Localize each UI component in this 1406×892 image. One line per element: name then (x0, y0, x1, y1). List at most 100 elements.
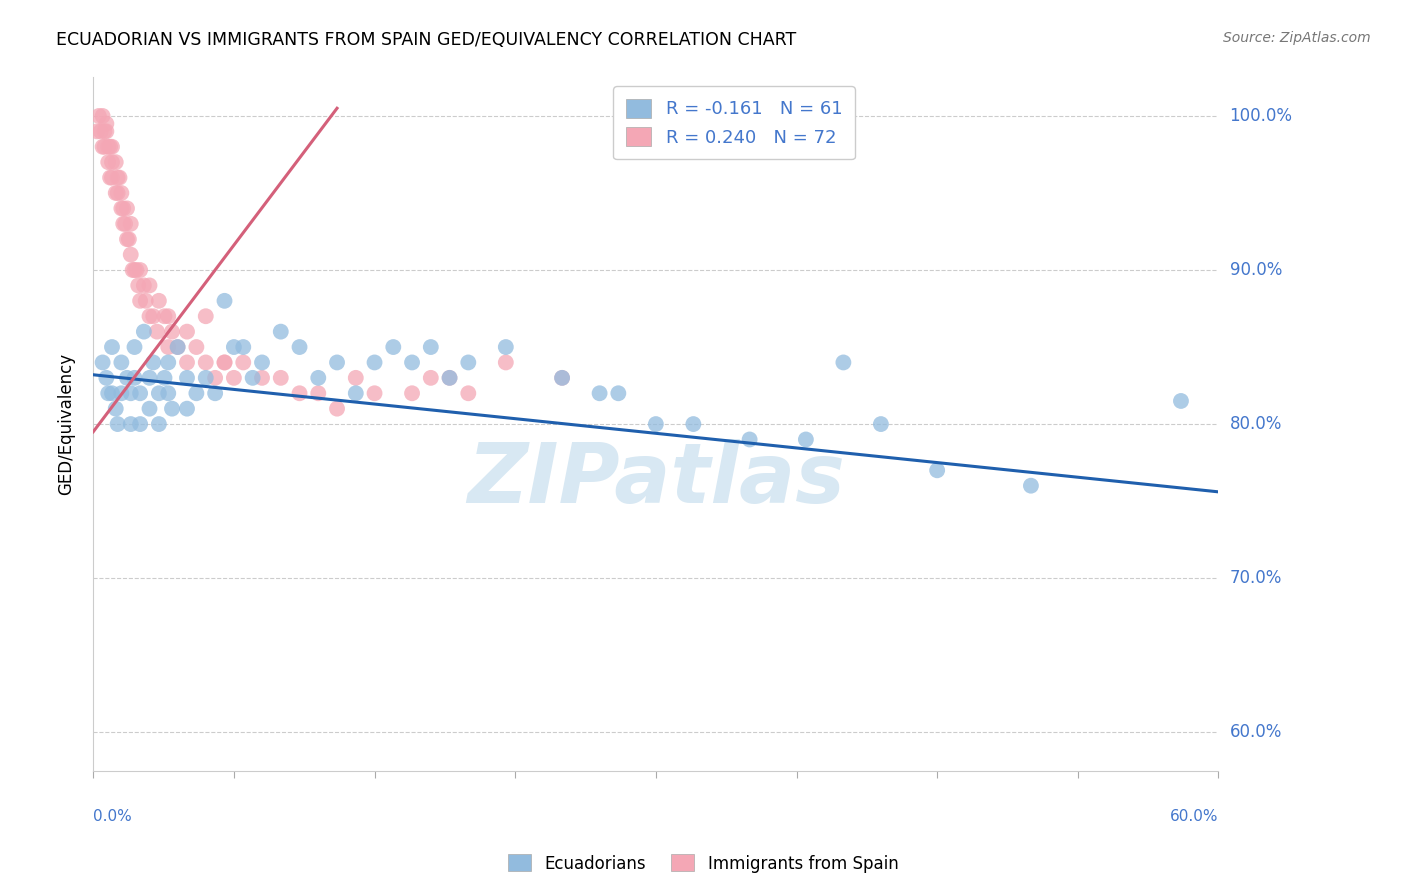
Point (644, 417, 666, 431)
Point (104, 186, 127, 200)
Point (204, 371, 226, 385)
Point (127, 278, 149, 293)
Point (250, 371, 273, 385)
Point (160, 325, 183, 339)
Point (344, 386, 367, 401)
Point (232, 340, 254, 354)
Point (91, 109, 114, 123)
Point (157, 340, 180, 354)
Point (401, 386, 423, 401)
Point (101, 170, 124, 185)
Point (121, 263, 143, 277)
Point (326, 355, 349, 369)
Point (120, 417, 142, 431)
Point (112, 202, 135, 216)
Point (194, 355, 217, 369)
Point (114, 217, 136, 231)
Point (101, 340, 124, 354)
Point (204, 386, 226, 401)
Point (214, 355, 236, 369)
Point (927, 463, 949, 477)
Point (129, 386, 152, 401)
Point (419, 340, 441, 354)
Y-axis label: GED/Equivalency: GED/Equivalency (58, 353, 75, 495)
Point (120, 247, 142, 261)
Point (97, 155, 120, 169)
Text: 70.0%: 70.0% (1230, 569, 1282, 587)
Point (132, 325, 155, 339)
Point (307, 386, 329, 401)
Point (419, 371, 441, 385)
Point (176, 371, 198, 385)
Legend: Ecuadorians, Immigrants from Spain: Ecuadorians, Immigrants from Spain (501, 847, 905, 880)
Point (104, 155, 127, 169)
Point (86, 124, 108, 138)
Text: 80.0%: 80.0% (1230, 415, 1282, 434)
Point (120, 386, 142, 401)
Point (125, 263, 148, 277)
Point (166, 340, 188, 354)
Point (176, 325, 198, 339)
Point (344, 371, 367, 385)
Point (232, 355, 254, 369)
Point (110, 186, 132, 200)
Point (288, 386, 311, 401)
Text: Source: ZipAtlas.com: Source: ZipAtlas.com (1223, 31, 1371, 45)
Point (148, 386, 170, 401)
Point (250, 355, 273, 369)
Point (222, 340, 245, 354)
Point (1019, 479, 1042, 493)
Text: ECUADORIAN VS IMMIGRANTS FROM SPAIN GED/EQUIVALENCY CORRELATION CHART: ECUADORIAN VS IMMIGRANTS FROM SPAIN GED/… (56, 31, 796, 49)
Point (870, 417, 893, 431)
Text: 100.0%: 100.0% (1230, 107, 1292, 125)
Point (682, 417, 704, 431)
Point (186, 340, 208, 354)
Point (142, 355, 165, 369)
Point (118, 232, 141, 246)
Point (194, 371, 217, 385)
Point (107, 170, 129, 185)
Point (214, 355, 236, 369)
Point (307, 371, 329, 385)
Point (129, 293, 152, 308)
Point (138, 278, 160, 293)
Point (157, 386, 180, 401)
Point (132, 278, 155, 293)
Point (176, 401, 198, 416)
Point (551, 371, 574, 385)
Point (832, 355, 855, 369)
Point (115, 202, 138, 216)
Point (91, 355, 114, 369)
Point (91, 140, 114, 154)
Point (495, 340, 517, 354)
Legend: R = -0.161   N = 61, R = 0.240   N = 72: R = -0.161 N = 61, R = 0.240 N = 72 (613, 87, 855, 160)
Point (96, 371, 118, 385)
Text: 0.0%: 0.0% (93, 809, 132, 824)
Point (382, 340, 405, 354)
Point (439, 371, 461, 385)
Point (129, 263, 152, 277)
Point (138, 371, 160, 385)
Point (363, 355, 385, 369)
Point (138, 401, 160, 416)
Point (148, 293, 170, 308)
Point (326, 401, 349, 416)
Point (110, 355, 132, 369)
Point (153, 310, 176, 324)
Point (93, 140, 115, 154)
Point (120, 217, 142, 231)
Point (214, 293, 236, 308)
Text: 60.0%: 60.0% (1170, 809, 1219, 824)
Point (738, 433, 761, 447)
Point (270, 371, 292, 385)
Point (98, 170, 121, 185)
Point (110, 386, 132, 401)
Point (242, 371, 264, 385)
Point (124, 371, 146, 385)
Point (135, 293, 157, 308)
Point (142, 310, 165, 324)
Point (457, 386, 479, 401)
Point (166, 340, 188, 354)
Point (270, 325, 292, 339)
Point (90, 124, 112, 138)
